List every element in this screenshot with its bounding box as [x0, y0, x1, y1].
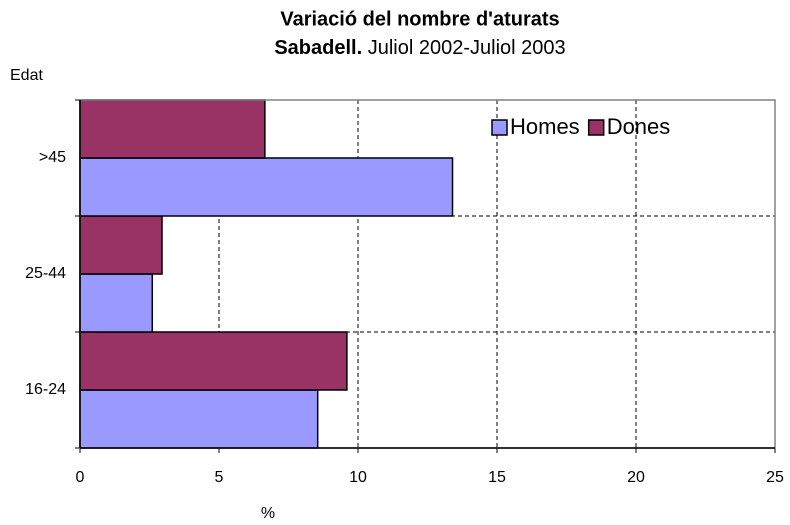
legend-label: Dones	[607, 114, 671, 139]
legend-swatch	[587, 119, 605, 136]
x-tick-label: 15	[488, 469, 506, 486]
x-tick-label: 25	[766, 469, 784, 486]
x-tick-label: 20	[627, 469, 645, 486]
bar	[79, 331, 348, 391]
bar	[79, 389, 319, 449]
bar	[79, 99, 266, 159]
bar	[79, 273, 154, 333]
bar	[79, 215, 163, 275]
x-tick-label: 0	[76, 469, 85, 486]
bar	[79, 157, 454, 217]
chart-subtitle: Sabadell. Juliol 2002-Juliol 2003	[274, 37, 565, 59]
x-tick-label: 10	[349, 469, 367, 486]
y-tick-label: 25-44	[25, 265, 66, 282]
subtitle-text: Juliol 2002-Juliol 2003	[368, 37, 566, 59]
y-axis-label: Edat	[10, 67, 43, 84]
x-axis-label: %	[261, 505, 275, 522]
legend-label: Homes	[510, 114, 580, 139]
x-tick-label: 5	[215, 469, 224, 486]
chart-title: Variació del nombre d'aturats	[280, 8, 559, 30]
y-tick-label: >45	[39, 149, 66, 166]
legend-swatch	[491, 119, 508, 136]
y-tick-label: 16-24	[25, 381, 66, 398]
subtitle-bold: Sabadell.	[274, 37, 362, 59]
